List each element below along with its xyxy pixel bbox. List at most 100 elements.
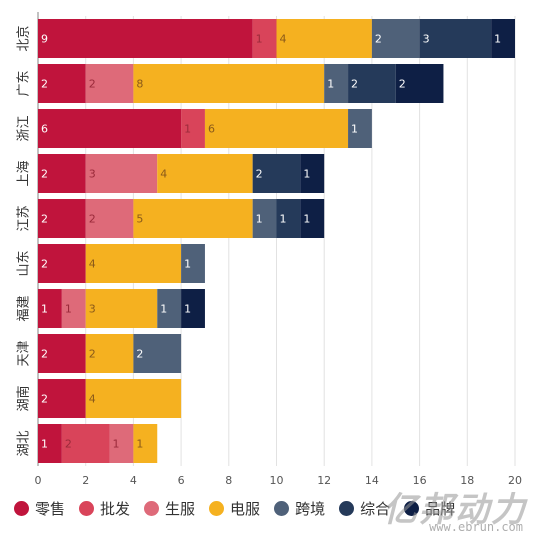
category-label: 上海: [17, 160, 32, 186]
legend-item-brand: 品牌: [404, 498, 455, 519]
category-label: 福建: [17, 295, 32, 321]
x-tick-label: 10: [270, 474, 284, 487]
x-tick-label: 20: [508, 474, 522, 487]
bar-segment: [38, 334, 86, 373]
data-label: 2: [256, 168, 263, 181]
bar-segment: [252, 199, 277, 238]
bar-segment: [38, 289, 62, 328]
data-label: 6: [41, 123, 48, 136]
bar-segment: [348, 64, 396, 103]
x-tick-label: 0: [35, 474, 42, 487]
x-tick-label: 4: [130, 474, 137, 487]
bar-segment: [181, 244, 205, 283]
category-label: 北京: [17, 25, 32, 51]
bar-segment: [85, 379, 182, 418]
legend-item-comprehensive: 综合: [339, 498, 390, 519]
category-label: 广东: [17, 70, 32, 96]
category-label: 江苏: [16, 205, 32, 231]
legend-item-wholesale: 批发: [79, 498, 130, 519]
legend-swatch-brand: [404, 500, 420, 516]
bar-segment: [133, 334, 182, 373]
legend: 零售 批发 生服 电服 跨境 综合 品牌: [14, 496, 469, 520]
data-label: 1: [303, 213, 310, 226]
bar-segment: [38, 244, 86, 283]
bar-segment: [38, 424, 62, 463]
x-tick-label: 18: [460, 474, 474, 487]
data-label: 2: [375, 33, 382, 46]
data-label: 1: [113, 438, 120, 451]
data-label: 1: [256, 33, 263, 46]
watermark-url: www.ebrun.com: [429, 520, 523, 534]
legend-swatch-retail: [14, 500, 29, 516]
bar-segment: [276, 199, 301, 238]
bar-segment: [419, 19, 492, 58]
bar-segment: [157, 154, 253, 193]
legend-item-ecommerce-service: 电服: [209, 498, 260, 519]
watermark-logo: 亿邦动力: [383, 490, 527, 530]
legend-swatch-comprehensive: [339, 500, 355, 516]
data-label: 2: [41, 78, 48, 91]
data-label: 1: [41, 438, 48, 451]
bar-segment: [38, 154, 86, 193]
bar-segment: [85, 64, 134, 103]
x-tick-label: 12: [317, 474, 331, 487]
bar-segment: [38, 379, 86, 418]
data-label: 1: [160, 303, 167, 316]
data-label: 3: [89, 168, 96, 181]
bar-segment: [85, 244, 182, 283]
data-label: 4: [160, 168, 167, 181]
data-label: 1: [184, 303, 191, 316]
bar-segment: [395, 64, 444, 103]
data-label: 2: [89, 213, 96, 226]
legend-swatch-wholesale: [79, 500, 95, 516]
bar-segment: [252, 154, 301, 193]
bar-segment: [300, 199, 325, 238]
data-label: 2: [89, 78, 96, 91]
data-label: 4: [89, 393, 96, 406]
bar-segment: [348, 109, 372, 148]
category-label: 浙江: [17, 115, 32, 141]
legend-item-life-service: 生服: [144, 498, 195, 519]
bar-segment: [38, 64, 86, 103]
data-label: 6: [208, 123, 215, 136]
legend-swatch-ecommerce-service: [209, 500, 225, 516]
bar-segment: [157, 289, 182, 328]
category-label: 天津: [17, 340, 32, 366]
bar-segment: [85, 289, 158, 328]
data-label: 4: [280, 33, 287, 46]
data-label: 2: [41, 393, 48, 406]
data-label: 1: [280, 213, 287, 226]
data-label: 1: [327, 78, 334, 91]
bar-segment: [133, 424, 158, 463]
data-label: 2: [351, 78, 358, 91]
bar-segment: [181, 109, 205, 148]
category-label: 山东: [17, 250, 32, 276]
bar-segment: [38, 199, 86, 238]
data-label: 2: [41, 168, 48, 181]
bar-segment: [85, 199, 134, 238]
data-label: 1: [351, 123, 358, 136]
bar-segment: [85, 334, 134, 373]
legend-swatch-cross-border: [274, 500, 290, 516]
data-label: 1: [303, 168, 310, 181]
bar-segment: [85, 154, 158, 193]
bar-segment: [61, 289, 86, 328]
legend-label: 跨境: [295, 499, 326, 518]
data-label: 2: [399, 78, 406, 91]
legend-label: 生服: [165, 499, 196, 518]
legend-label: 批发: [100, 499, 131, 518]
legend-label: 品牌: [425, 499, 456, 518]
data-label: 2: [41, 258, 48, 271]
bar-segment: [181, 289, 205, 328]
data-label: 1: [41, 303, 48, 316]
data-label: 2: [65, 438, 72, 451]
bar-segment: [252, 19, 277, 58]
bar-segment: [276, 19, 372, 58]
category-label: 湖北: [17, 430, 32, 456]
data-label: 2: [41, 348, 48, 361]
legend-label: 零售: [35, 499, 66, 518]
bar-segment: [133, 64, 325, 103]
x-tick-label: 14: [365, 474, 379, 487]
data-label: 1: [184, 258, 191, 271]
legend-label: 综合: [360, 499, 391, 518]
